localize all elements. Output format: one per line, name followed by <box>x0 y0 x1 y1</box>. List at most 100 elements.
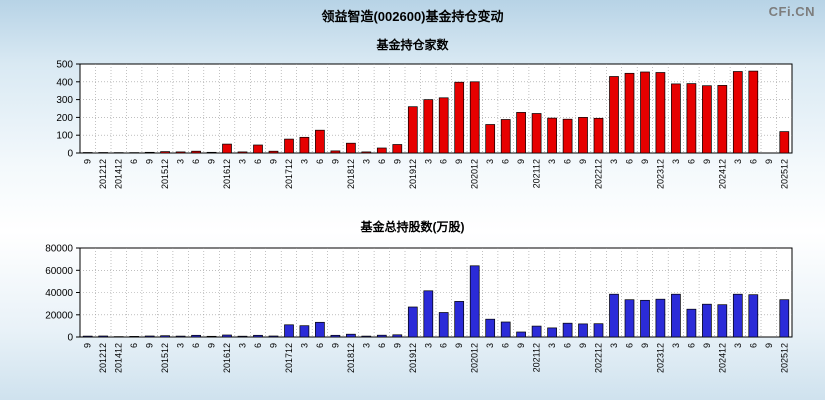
svg-text:9: 9 <box>269 343 279 348</box>
svg-text:9: 9 <box>578 343 588 348</box>
svg-text:9: 9 <box>454 159 464 164</box>
svg-text:3: 3 <box>671 159 681 164</box>
svg-text:201712: 201712 <box>284 159 294 189</box>
svg-text:6: 6 <box>748 159 758 164</box>
svg-text:40000: 40000 <box>45 288 73 299</box>
svg-text:201912: 201912 <box>408 343 418 373</box>
svg-text:201412: 201412 <box>114 343 124 373</box>
svg-text:6: 6 <box>377 343 387 348</box>
svg-text:3: 3 <box>547 159 557 164</box>
svg-text:3: 3 <box>547 343 557 348</box>
svg-text:6: 6 <box>625 343 635 348</box>
svg-text:201412: 201412 <box>114 159 124 189</box>
svg-text:202512: 202512 <box>779 159 789 189</box>
svg-text:6: 6 <box>563 159 573 164</box>
svg-text:6: 6 <box>439 343 449 348</box>
svg-text:201512: 201512 <box>160 159 170 189</box>
svg-text:20000: 20000 <box>45 310 73 321</box>
svg-text:9: 9 <box>207 343 217 348</box>
svg-text:100: 100 <box>56 131 73 142</box>
svg-text:9: 9 <box>330 159 340 164</box>
svg-text:9: 9 <box>764 159 774 164</box>
svg-text:9: 9 <box>330 343 340 348</box>
svg-text:201512: 201512 <box>160 343 170 373</box>
svg-text:500: 500 <box>56 60 73 71</box>
svg-text:3: 3 <box>609 343 619 348</box>
svg-text:6: 6 <box>625 159 635 164</box>
svg-text:3: 3 <box>299 343 309 348</box>
fund-count-chart-title: 基金持仓家数 <box>376 38 449 52</box>
svg-text:9: 9 <box>145 159 155 164</box>
svg-text:6: 6 <box>439 159 449 164</box>
svg-text:6: 6 <box>377 159 387 164</box>
svg-text:300: 300 <box>56 95 73 106</box>
svg-text:3: 3 <box>423 159 433 164</box>
svg-text:60000: 60000 <box>45 266 73 277</box>
svg-text:3: 3 <box>609 159 619 164</box>
svg-text:400: 400 <box>56 77 73 88</box>
svg-text:202312: 202312 <box>655 159 665 189</box>
svg-text:201712: 201712 <box>284 343 294 373</box>
svg-text:202212: 202212 <box>594 159 604 189</box>
svg-text:202112: 202112 <box>532 343 542 372</box>
svg-text:202512: 202512 <box>779 343 789 373</box>
svg-text:6: 6 <box>563 343 573 348</box>
svg-text:9: 9 <box>145 343 155 348</box>
svg-text:9: 9 <box>764 343 774 348</box>
svg-text:9: 9 <box>640 159 650 164</box>
svg-text:3: 3 <box>423 343 433 348</box>
svg-text:202112: 202112 <box>532 159 542 188</box>
svg-text:202012: 202012 <box>470 343 480 373</box>
svg-text:3: 3 <box>733 343 743 348</box>
svg-text:202212: 202212 <box>594 343 604 373</box>
svg-text:3: 3 <box>176 343 186 348</box>
svg-text:3: 3 <box>299 159 309 164</box>
svg-text:0: 0 <box>67 333 73 344</box>
svg-text:201612: 201612 <box>222 343 232 373</box>
svg-text:6: 6 <box>129 343 139 348</box>
svg-text:3: 3 <box>361 159 371 164</box>
svg-text:3: 3 <box>361 343 371 348</box>
svg-text:200: 200 <box>56 113 73 124</box>
svg-text:6: 6 <box>253 343 263 348</box>
svg-text:9: 9 <box>83 159 93 164</box>
svg-text:9: 9 <box>392 343 402 348</box>
svg-text:201212: 201212 <box>98 343 108 373</box>
svg-text:201912: 201912 <box>408 159 418 189</box>
svg-text:6: 6 <box>686 159 696 164</box>
svg-text:6: 6 <box>253 159 263 164</box>
svg-text:6: 6 <box>501 343 511 348</box>
svg-text:6: 6 <box>748 343 758 348</box>
svg-text:9: 9 <box>578 159 588 164</box>
svg-text:201812: 201812 <box>346 343 356 373</box>
svg-text:6: 6 <box>129 159 139 164</box>
svg-text:6: 6 <box>501 159 511 164</box>
svg-text:6: 6 <box>191 159 201 164</box>
page-title: 领益智造(002600)基金持仓变动 <box>321 9 504 24</box>
svg-text:9: 9 <box>269 159 279 164</box>
cfi-logo[interactable]: CFi.CN <box>768 4 815 19</box>
svg-text:9: 9 <box>516 159 526 164</box>
svg-text:202312: 202312 <box>655 343 665 373</box>
svg-text:0: 0 <box>67 149 73 160</box>
svg-text:80000: 80000 <box>45 244 73 255</box>
svg-text:9: 9 <box>207 159 217 164</box>
svg-text:6: 6 <box>686 343 696 348</box>
svg-text:3: 3 <box>238 159 248 164</box>
svg-text:202012: 202012 <box>470 159 480 189</box>
svg-text:3: 3 <box>733 159 743 164</box>
svg-text:9: 9 <box>640 343 650 348</box>
svg-text:6: 6 <box>191 343 201 348</box>
svg-text:3: 3 <box>176 159 186 164</box>
svg-text:9: 9 <box>516 343 526 348</box>
svg-text:202412: 202412 <box>717 159 727 189</box>
svg-text:3: 3 <box>671 343 681 348</box>
svg-text:9: 9 <box>454 343 464 348</box>
svg-text:201212: 201212 <box>98 159 108 189</box>
svg-text:202412: 202412 <box>717 343 727 373</box>
svg-text:6: 6 <box>315 159 325 164</box>
svg-text:9: 9 <box>702 159 712 164</box>
